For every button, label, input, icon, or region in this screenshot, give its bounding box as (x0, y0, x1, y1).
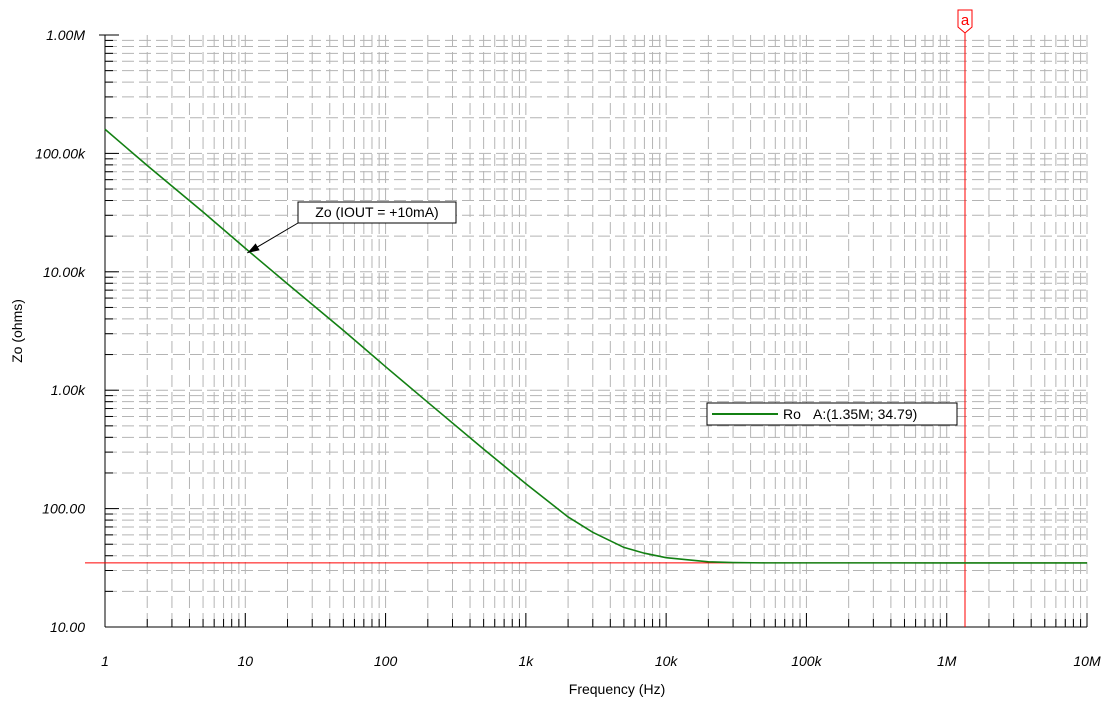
legend: Ro A:(1.35M; 34.79) (706, 402, 958, 426)
y-tick-label: 1.00M (46, 27, 85, 43)
y-tick-label: 100.00 (42, 501, 85, 517)
legend-entry-label: Ro (783, 406, 801, 422)
axes (104, 35, 1087, 628)
x-tick-label: 10k (655, 653, 679, 669)
y-tick-label: 100.00k (35, 145, 86, 161)
y-tick-label: 10.00 (50, 619, 85, 635)
x-tick-label: 1M (937, 653, 957, 669)
y-tick-label: 10.00k (43, 264, 86, 280)
x-tick-labels: 1 10 100 1k 10k 100k 1M 10M (101, 653, 1101, 669)
x-tick-label: 1 (101, 653, 109, 669)
legend-readout: A:(1.35M; 34.79) (813, 406, 917, 422)
annotation-box (297, 201, 457, 224)
y-tick-labels: 10.00 100.00 1.00k 10.00k 100.00k 1.00M (35, 27, 86, 635)
series-line-ro (104, 128, 1087, 564)
x-tick-label: 1k (518, 653, 534, 669)
y-axis-title: Zo (ohms) (9, 299, 25, 363)
cursor-marker-flag[interactable] (957, 9, 973, 34)
cursor-marker-label: a (961, 12, 970, 29)
tick-marks (99, 34, 1088, 627)
x-axis-title: Frequency (Hz) (569, 681, 665, 697)
legend-box (706, 402, 958, 426)
x-tick-label: 10 (237, 653, 253, 669)
annotation: Zo (IOUT = +10mA) (247, 201, 457, 254)
x-tick-label: 100k (791, 653, 822, 669)
annotation-arrowhead (247, 243, 260, 253)
annotation-text: Zo (IOUT = +10mA) (315, 204, 438, 220)
grid (105, 35, 1088, 627)
y-tick-label: 1.00k (51, 382, 86, 398)
x-tick-label: 100 (374, 653, 398, 669)
x-tick-label: 10M (1073, 653, 1101, 669)
